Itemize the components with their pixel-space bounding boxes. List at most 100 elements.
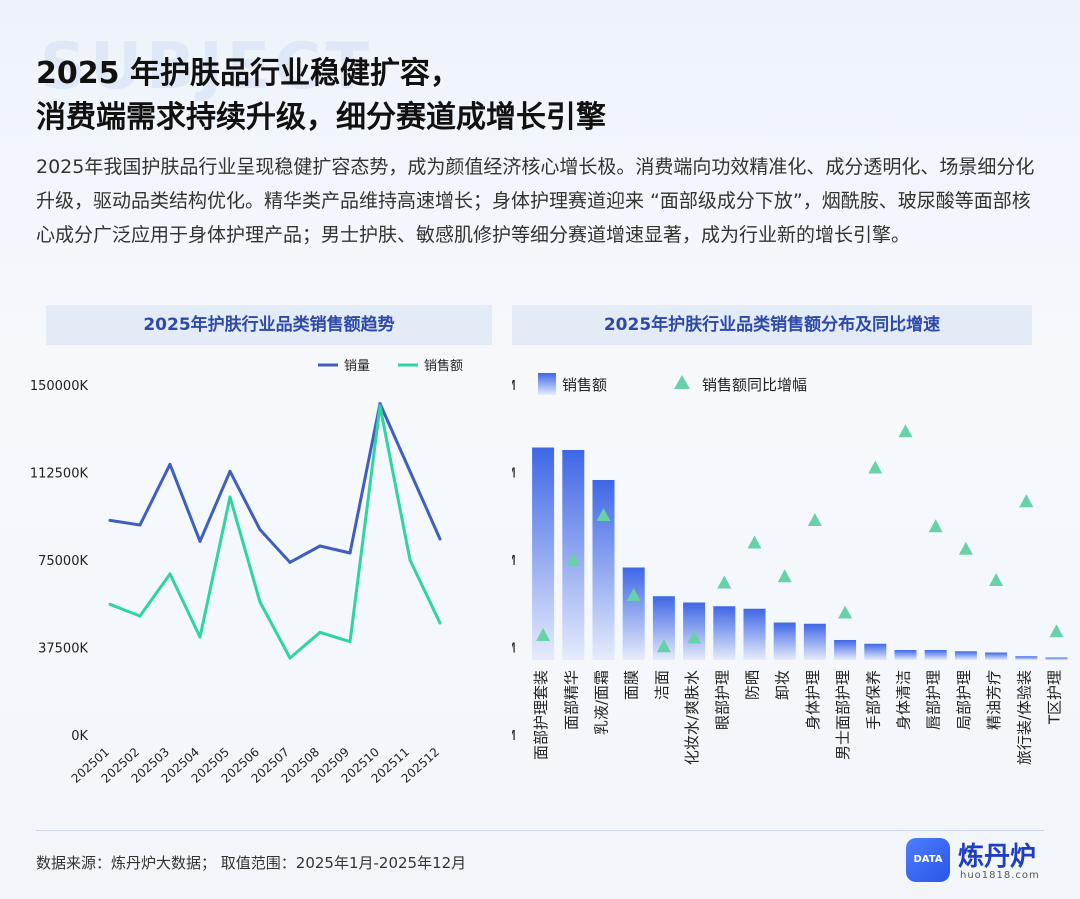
bar bbox=[803, 623, 826, 660]
category-label: 身体护理 bbox=[804, 670, 822, 730]
data-point bbox=[288, 656, 292, 660]
growth-marker bbox=[958, 541, 973, 555]
data-source-note: 数据来源：炼丹炉大数据； 取值范围：2025年1月-2025年12月 bbox=[36, 854, 467, 872]
y-tick-label: 75000K bbox=[38, 554, 88, 569]
data-point bbox=[138, 523, 142, 527]
line-chart: 0K37500K75000K112500K150000K202501202502… bbox=[30, 358, 463, 786]
category-label: 化妆水/爽肤水 bbox=[683, 670, 701, 765]
data-point bbox=[318, 544, 322, 548]
data-point bbox=[408, 558, 412, 562]
bar bbox=[924, 650, 947, 660]
bar bbox=[532, 447, 555, 660]
growth-marker bbox=[928, 519, 943, 533]
y-tick-label: 21,000M bbox=[512, 467, 516, 482]
growth-marker bbox=[1019, 494, 1034, 508]
data-point bbox=[168, 462, 172, 466]
data-point bbox=[318, 630, 322, 634]
category-label: 眼部护理 bbox=[713, 670, 731, 730]
y-tick-label: 7,000M bbox=[512, 642, 516, 657]
legend-label: 销售额 bbox=[424, 358, 463, 374]
category-label: T区护理 bbox=[1046, 670, 1064, 725]
bar-chart-title: 2025年护肤行业品类销售额分布及同比增速 bbox=[512, 305, 1032, 345]
data-point bbox=[348, 640, 352, 644]
page-title: 2025 年护肤品行业稳健扩容， 消费端需求持续升级，细分赛道成增长引擎 bbox=[36, 52, 606, 140]
line-chart-title: 2025年护肤行业品类销售额趋势 bbox=[46, 305, 492, 345]
description-paragraph: 2025年我国护肤品行业呈现稳健扩容态势，成为颜值经济核心增长极。消费端向功效精… bbox=[36, 156, 1035, 246]
growth-marker bbox=[687, 630, 702, 644]
data-point bbox=[258, 528, 262, 532]
growth-marker bbox=[777, 569, 792, 583]
category-label: 洁面 bbox=[653, 670, 671, 700]
logo-name: 炼丹炉 bbox=[958, 842, 1037, 872]
legend-label: 销售额同比增幅 bbox=[702, 376, 807, 394]
data-point bbox=[288, 560, 292, 564]
bar bbox=[773, 622, 796, 660]
growth-marker bbox=[1049, 624, 1064, 638]
category-label: 面部护理套装 bbox=[532, 670, 550, 760]
data-point bbox=[228, 469, 232, 473]
growth-marker bbox=[747, 535, 762, 549]
category-label: 面膜 bbox=[623, 670, 641, 700]
bar bbox=[834, 640, 857, 660]
legend-label: 销售额 bbox=[562, 376, 607, 394]
data-point bbox=[378, 404, 382, 408]
growth-marker bbox=[868, 460, 883, 474]
growth-marker bbox=[898, 424, 913, 438]
data-point bbox=[348, 551, 352, 555]
category-label: 面部精华 bbox=[562, 670, 580, 730]
bar bbox=[1015, 656, 1038, 660]
data-point bbox=[138, 614, 142, 618]
bar bbox=[954, 651, 977, 660]
data-point bbox=[258, 600, 262, 604]
legend-label: 销量 bbox=[344, 359, 370, 374]
data-point bbox=[198, 635, 202, 639]
y-tick-label: 112500K bbox=[30, 467, 89, 482]
watermark-text: SUBJECT bbox=[40, 30, 373, 104]
data-point bbox=[108, 518, 112, 522]
bar bbox=[985, 652, 1008, 660]
data-point bbox=[108, 602, 112, 606]
growth-marker bbox=[536, 628, 551, 641]
category-label: 男士面部护理 bbox=[834, 670, 852, 760]
bar bbox=[592, 480, 615, 660]
category-label: 防晒 bbox=[744, 670, 762, 700]
category-label: 卸妆 bbox=[774, 670, 792, 700]
data-point bbox=[168, 572, 172, 576]
bar bbox=[652, 596, 675, 660]
category-label: 身体清洁 bbox=[895, 670, 913, 730]
logo-badge-icon: DATA bbox=[906, 838, 950, 882]
y-tick-label: 150000K bbox=[30, 379, 89, 394]
y-tick-label: 37500K bbox=[38, 642, 88, 657]
category-label: 精油芳疗 bbox=[985, 670, 1003, 730]
bar bbox=[894, 650, 917, 660]
data-point bbox=[438, 537, 442, 541]
data-point bbox=[408, 469, 412, 473]
data-point bbox=[378, 402, 382, 406]
category-label: 手部保养 bbox=[864, 670, 882, 730]
legend-swatch bbox=[674, 375, 690, 389]
bar-chart: 0M 7,000M 14,000M 21,000M 28,000M 面部护理套装面部精华乳… bbox=[512, 373, 1068, 765]
footer-divider bbox=[36, 830, 1044, 831]
growth-marker bbox=[807, 513, 822, 526]
title-line-1: 2025 年护肤品行业稳健扩容， bbox=[36, 56, 460, 91]
growth-marker bbox=[566, 553, 581, 566]
data-point bbox=[438, 621, 442, 625]
brand-logo: DATA 炼丹炉 huo1818.com bbox=[906, 834, 1056, 888]
growth-marker bbox=[626, 588, 641, 601]
growth-marker bbox=[989, 573, 1004, 586]
bar bbox=[1045, 657, 1068, 660]
title-line-2: 消费端需求持续升级，细分赛道成增长引擎 bbox=[36, 100, 606, 135]
growth-marker bbox=[656, 639, 671, 653]
category-label: 旅行装/体验装 bbox=[1015, 670, 1033, 765]
legend-swatch bbox=[538, 373, 556, 395]
growth-marker bbox=[717, 575, 732, 589]
series-line-2 bbox=[109, 404, 442, 660]
y-tick-label: 0M bbox=[512, 729, 516, 744]
category-label: 乳液/面霜 bbox=[593, 670, 611, 735]
category-label: 局部护理 bbox=[955, 670, 973, 730]
logo-url: huo1818.com bbox=[960, 870, 1040, 881]
data-point bbox=[198, 539, 202, 543]
category-label: 唇部护理 bbox=[925, 670, 943, 730]
growth-marker bbox=[838, 605, 853, 619]
y-tick-label: 0K bbox=[71, 729, 88, 744]
